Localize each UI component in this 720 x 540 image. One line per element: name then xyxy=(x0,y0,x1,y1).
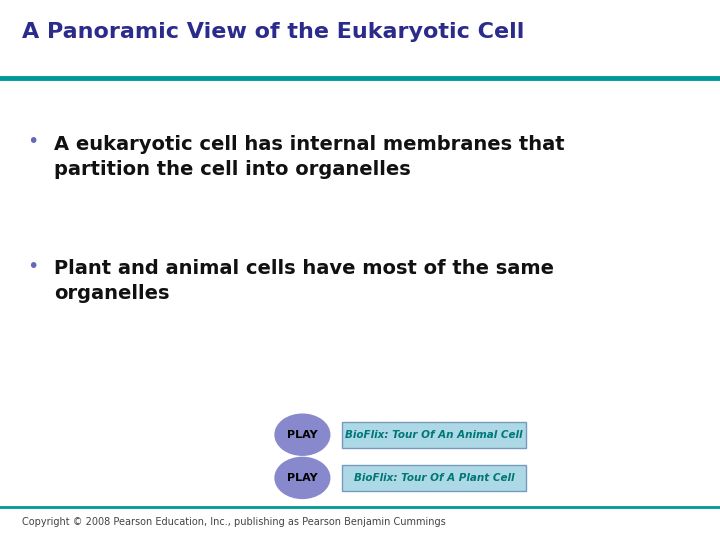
Text: A eukaryotic cell has internal membranes that
partition the cell into organelles: A eukaryotic cell has internal membranes… xyxy=(54,135,564,179)
Text: •: • xyxy=(27,256,38,275)
Text: BioFlix: Tour Of A Plant Cell: BioFlix: Tour Of A Plant Cell xyxy=(354,473,514,483)
Text: A Panoramic View of the Eukaryotic Cell: A Panoramic View of the Eukaryotic Cell xyxy=(22,22,524,42)
FancyBboxPatch shape xyxy=(342,465,526,491)
Circle shape xyxy=(275,457,330,498)
Text: BioFlix: Tour Of An Animal Cell: BioFlix: Tour Of An Animal Cell xyxy=(345,430,523,440)
Text: PLAY: PLAY xyxy=(287,473,318,483)
Text: PLAY: PLAY xyxy=(287,430,318,440)
Circle shape xyxy=(275,414,330,455)
Text: Plant and animal cells have most of the same
organelles: Plant and animal cells have most of the … xyxy=(54,259,554,303)
FancyBboxPatch shape xyxy=(342,422,526,448)
Text: •: • xyxy=(27,132,38,151)
Text: Copyright © 2008 Pearson Education, Inc., publishing as Pearson Benjamin Cumming: Copyright © 2008 Pearson Education, Inc.… xyxy=(22,517,446,528)
